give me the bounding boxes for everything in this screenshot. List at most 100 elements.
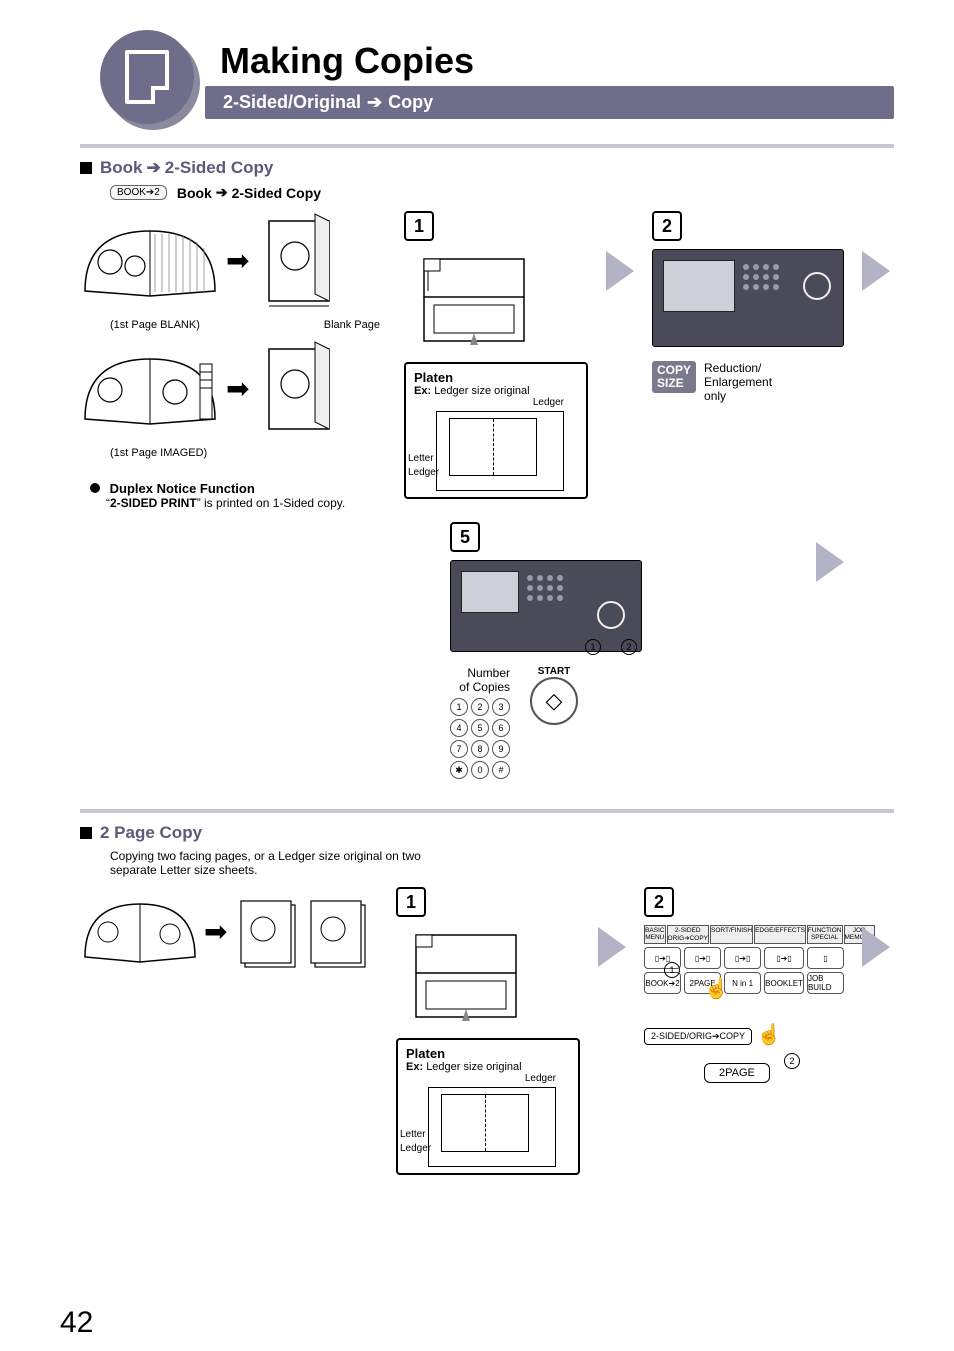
caption-1st-imaged: (1st Page IMAGED) — [110, 447, 390, 459]
copysize-line2: SIZE — [657, 376, 684, 390]
ex-text: Ledger size original — [434, 385, 529, 397]
section1-subhead: BOOK➔2 Book ➔ 2-Sided Copy — [110, 184, 894, 201]
caption-blank-page: Blank Page — [324, 319, 380, 331]
page-title: Making Copies — [220, 40, 894, 82]
subtitle-a: Book — [177, 185, 212, 201]
section-heading: Book ➔ 2-Sided Copy — [80, 158, 894, 178]
key-1: 1 — [450, 698, 468, 716]
start-button-icon: ◇ — [530, 677, 578, 725]
pointer-1: 1 — [664, 962, 680, 978]
key-2: 2 — [471, 698, 489, 716]
section1-title-a: Book — [100, 158, 143, 178]
divider — [80, 809, 894, 813]
soft-key: N in 1 — [724, 972, 761, 994]
tab: FUNCTION SPECIAL — [807, 925, 843, 944]
open-book-illustration — [80, 892, 200, 972]
page-number: 42 — [60, 1306, 93, 1340]
pointer-2: 2 — [784, 1053, 800, 1069]
key-hash: # — [492, 761, 510, 779]
arrow-right-icon: ➔ — [147, 158, 161, 178]
copysize-t1: Reduction/ — [704, 361, 772, 375]
step-number-2: 2 — [644, 887, 674, 917]
control-panel-illustration — [652, 249, 844, 347]
tab: 2-SIDED ORIG➔COPY — [667, 925, 709, 944]
highlighted-2sided-key: 2-SIDED/ORIG➔COPY — [644, 1028, 752, 1045]
tab: EDGE/EFFECTS — [754, 925, 806, 944]
platen-title: Platen — [414, 370, 578, 385]
soft-key: ▯➔▯ — [764, 947, 804, 969]
document-icon — [125, 50, 169, 104]
chevron-right-icon — [862, 927, 890, 967]
chevron-right-icon — [862, 251, 890, 291]
arrow-right-icon: ➡ — [226, 247, 249, 275]
section2-title: 2 Page Copy — [100, 823, 202, 843]
pointer-1: 1 — [585, 637, 601, 655]
open-book-illustration — [80, 344, 220, 434]
arrow-right-icon: ➡ — [226, 375, 249, 403]
section-heading: 2 Page Copy — [80, 823, 894, 843]
disc-bullet-icon — [90, 483, 100, 493]
section2-desc: Copying two facing pages, or a Ledger si… — [110, 849, 440, 877]
ex-label: Ex: — [406, 1061, 423, 1073]
header-badge — [100, 30, 194, 124]
chevron-right-icon — [598, 927, 626, 967]
numeric-keypad: 1 2 3 4 5 6 7 8 9 ✱ 0 # — [450, 698, 510, 779]
platen-lid-illustration — [396, 925, 580, 1030]
ledger2-label: Ledger — [408, 467, 439, 478]
hand-pointer-icon: ☝ — [704, 976, 729, 1001]
soft-key: ▯➔▯ — [724, 947, 761, 969]
soft-panel: BASIC MENU 2-SIDED ORIG➔COPY SORT/FINISH… — [644, 925, 844, 1008]
copysize-desc: Reduction/ Enlargement only — [704, 361, 772, 403]
step-number-1: 1 — [404, 211, 434, 241]
subtitle-b: 2-Sided Copy — [232, 185, 321, 201]
page-header: Making Copies 2-Sided/Original ➔ Copy — [80, 40, 894, 119]
step-number-5: 5 — [450, 522, 480, 552]
page-subtitle-bar: 2-Sided/Original ➔ Copy — [205, 86, 894, 119]
highlighted-2page-key: 2PAGE — [704, 1063, 770, 1083]
soft-key: BOOKLET — [764, 972, 804, 994]
arrow-right-icon: ➔ — [367, 92, 382, 113]
ex-label: Ex: — [414, 385, 431, 397]
duplex-notice: Duplex Notice Function “2-SIDED PRINT” i… — [90, 481, 390, 510]
soft-key: JOB BUILD — [807, 972, 844, 994]
copysize-t2: Enlargement — [704, 375, 772, 389]
single-page-illustration — [255, 211, 345, 311]
open-book-illustration — [80, 216, 220, 306]
letter-label: Letter — [400, 1129, 426, 1140]
ledger-label: Ledger — [533, 397, 564, 408]
ledger2-label: Ledger — [400, 1143, 431, 1154]
chevron-right-icon — [606, 251, 634, 291]
key-star: ✱ — [450, 761, 468, 779]
key-6: 6 — [492, 719, 510, 737]
platen-info-box: Platen Ex: Ledger size original Ledger L… — [396, 1038, 580, 1175]
soft-key: ▯➔▯ — [684, 947, 721, 969]
single-page-illustration — [255, 339, 345, 439]
key-4: 4 — [450, 719, 468, 737]
platen-lid-illustration — [404, 249, 588, 354]
square-bullet-icon — [80, 827, 92, 839]
copysize-t3: only — [704, 389, 772, 403]
two-pages-illustration — [231, 887, 371, 977]
key-5: 5 — [471, 719, 489, 737]
copy-size-button: COPY SIZE — [652, 361, 696, 393]
key-8: 8 — [471, 740, 489, 758]
platen-info-box: Platen Ex: Ledger size original Ledger L… — [404, 362, 588, 499]
tab: SORT/FINISH — [710, 925, 753, 944]
arrow-right-icon: ➔ — [216, 184, 228, 201]
platen-title: Platen — [406, 1046, 570, 1061]
numcopies-l2: of Copies — [450, 680, 510, 694]
letter-label: Letter — [408, 453, 434, 464]
section1-title-b: 2-Sided Copy — [165, 158, 274, 178]
key-0: 0 — [471, 761, 489, 779]
ex-text: Ledger size original — [426, 1061, 521, 1073]
key-7: 7 — [450, 740, 468, 758]
key-9: 9 — [492, 740, 510, 758]
duplex-bold: 2-SIDED PRINT — [110, 496, 197, 510]
control-panel-illustration: 1 2 — [450, 560, 642, 652]
copysize-line1: COPY — [657, 363, 691, 377]
subtitle-right: Copy — [388, 92, 433, 113]
book-2sided-key: BOOK➔2 — [110, 185, 167, 200]
ledger-label: Ledger — [525, 1073, 556, 1084]
square-bullet-icon — [80, 162, 92, 174]
caption-1st-blank: (1st Page BLANK) — [110, 319, 200, 331]
